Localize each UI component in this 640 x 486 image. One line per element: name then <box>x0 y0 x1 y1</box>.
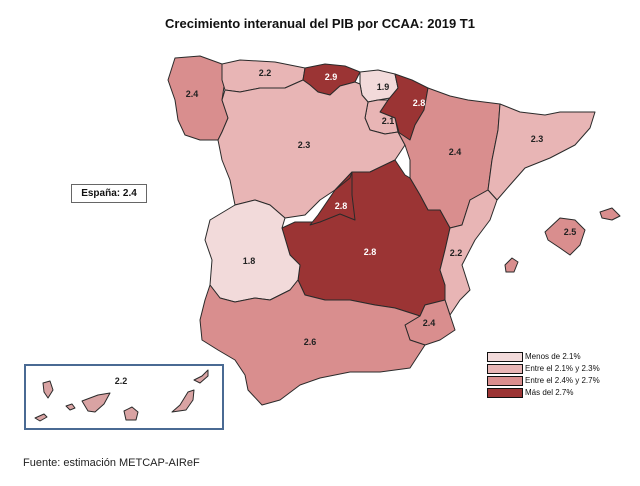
label-aragon: 2.4 <box>449 147 462 157</box>
region-canarias-tenerife[interactable] <box>81 392 111 413</box>
legend-swatch-mid-low <box>487 363 523 374</box>
legend-label: Menos de 2.1% <box>525 352 581 361</box>
canary-islands-inset <box>24 364 224 430</box>
legend: Menos de 2.1% Entre el 2.1% y 2.3% Entre… <box>487 351 600 399</box>
label-pais-vasco: 1.9 <box>377 82 390 92</box>
map-title: Crecimiento interanual del PIB por CCAA:… <box>165 16 475 31</box>
source-note: Fuente: estimación METCAP-AIReF <box>23 457 200 469</box>
label-la-rioja: 2.1 <box>382 116 395 126</box>
label-cantabria: 2.9 <box>325 72 338 82</box>
label-navarra: 2.8 <box>413 98 426 108</box>
national-value-box: España: 2.4 <box>71 184 147 203</box>
label-asturias: 2.2 <box>259 68 272 78</box>
region-canarias-fuerteventura[interactable] <box>171 389 195 413</box>
region-canarias-lapalma[interactable] <box>42 380 54 399</box>
region-canarias-grancanaria[interactable] <box>123 406 139 421</box>
region-canarias-lanzarote[interactable] <box>193 369 209 384</box>
region-madrid[interactable] <box>309 171 356 226</box>
region-canarias-gomera[interactable] <box>65 403 76 411</box>
region-canarias-hierro[interactable] <box>34 413 48 422</box>
label-galicia: 2.4 <box>186 89 199 99</box>
legend-item: Más del 2.7% <box>487 387 600 398</box>
legend-swatch-mid-high <box>487 375 523 386</box>
label-castilla-la-mancha: 2.8 <box>364 247 377 257</box>
legend-label: Más del 2.7% <box>525 388 574 397</box>
region-baleares-ibiza[interactable] <box>504 257 519 273</box>
legend-item: Menos de 2.1% <box>487 351 600 362</box>
legend-label: Entre el 2.4% y 2.7% <box>525 376 600 385</box>
legend-label: Entre el 2.1% y 2.3% <box>525 364 600 373</box>
legend-item: Entre el 2.1% y 2.3% <box>487 363 600 374</box>
legend-swatch-low <box>487 351 523 362</box>
label-murcia: 2.4 <box>423 318 436 328</box>
region-baleares-mallorca[interactable] <box>544 217 586 256</box>
region-baleares-menorca[interactable] <box>599 207 621 221</box>
label-castilla-leon: 2.3 <box>298 140 311 150</box>
label-valencia: 2.2 <box>450 248 463 258</box>
label-madrid: 2.8 <box>335 201 348 211</box>
legend-item: Entre el 2.4% y 2.7% <box>487 375 600 386</box>
region-andalucia[interactable] <box>199 279 426 406</box>
label-extremadura: 1.8 <box>243 256 256 266</box>
legend-swatch-high <box>487 387 523 398</box>
label-baleares: 2.5 <box>564 227 577 237</box>
label-canarias: 2.2 <box>115 376 128 386</box>
label-andalucia: 2.6 <box>304 337 317 347</box>
region-cataluna[interactable] <box>487 103 596 201</box>
label-cataluna: 2.3 <box>531 134 544 144</box>
